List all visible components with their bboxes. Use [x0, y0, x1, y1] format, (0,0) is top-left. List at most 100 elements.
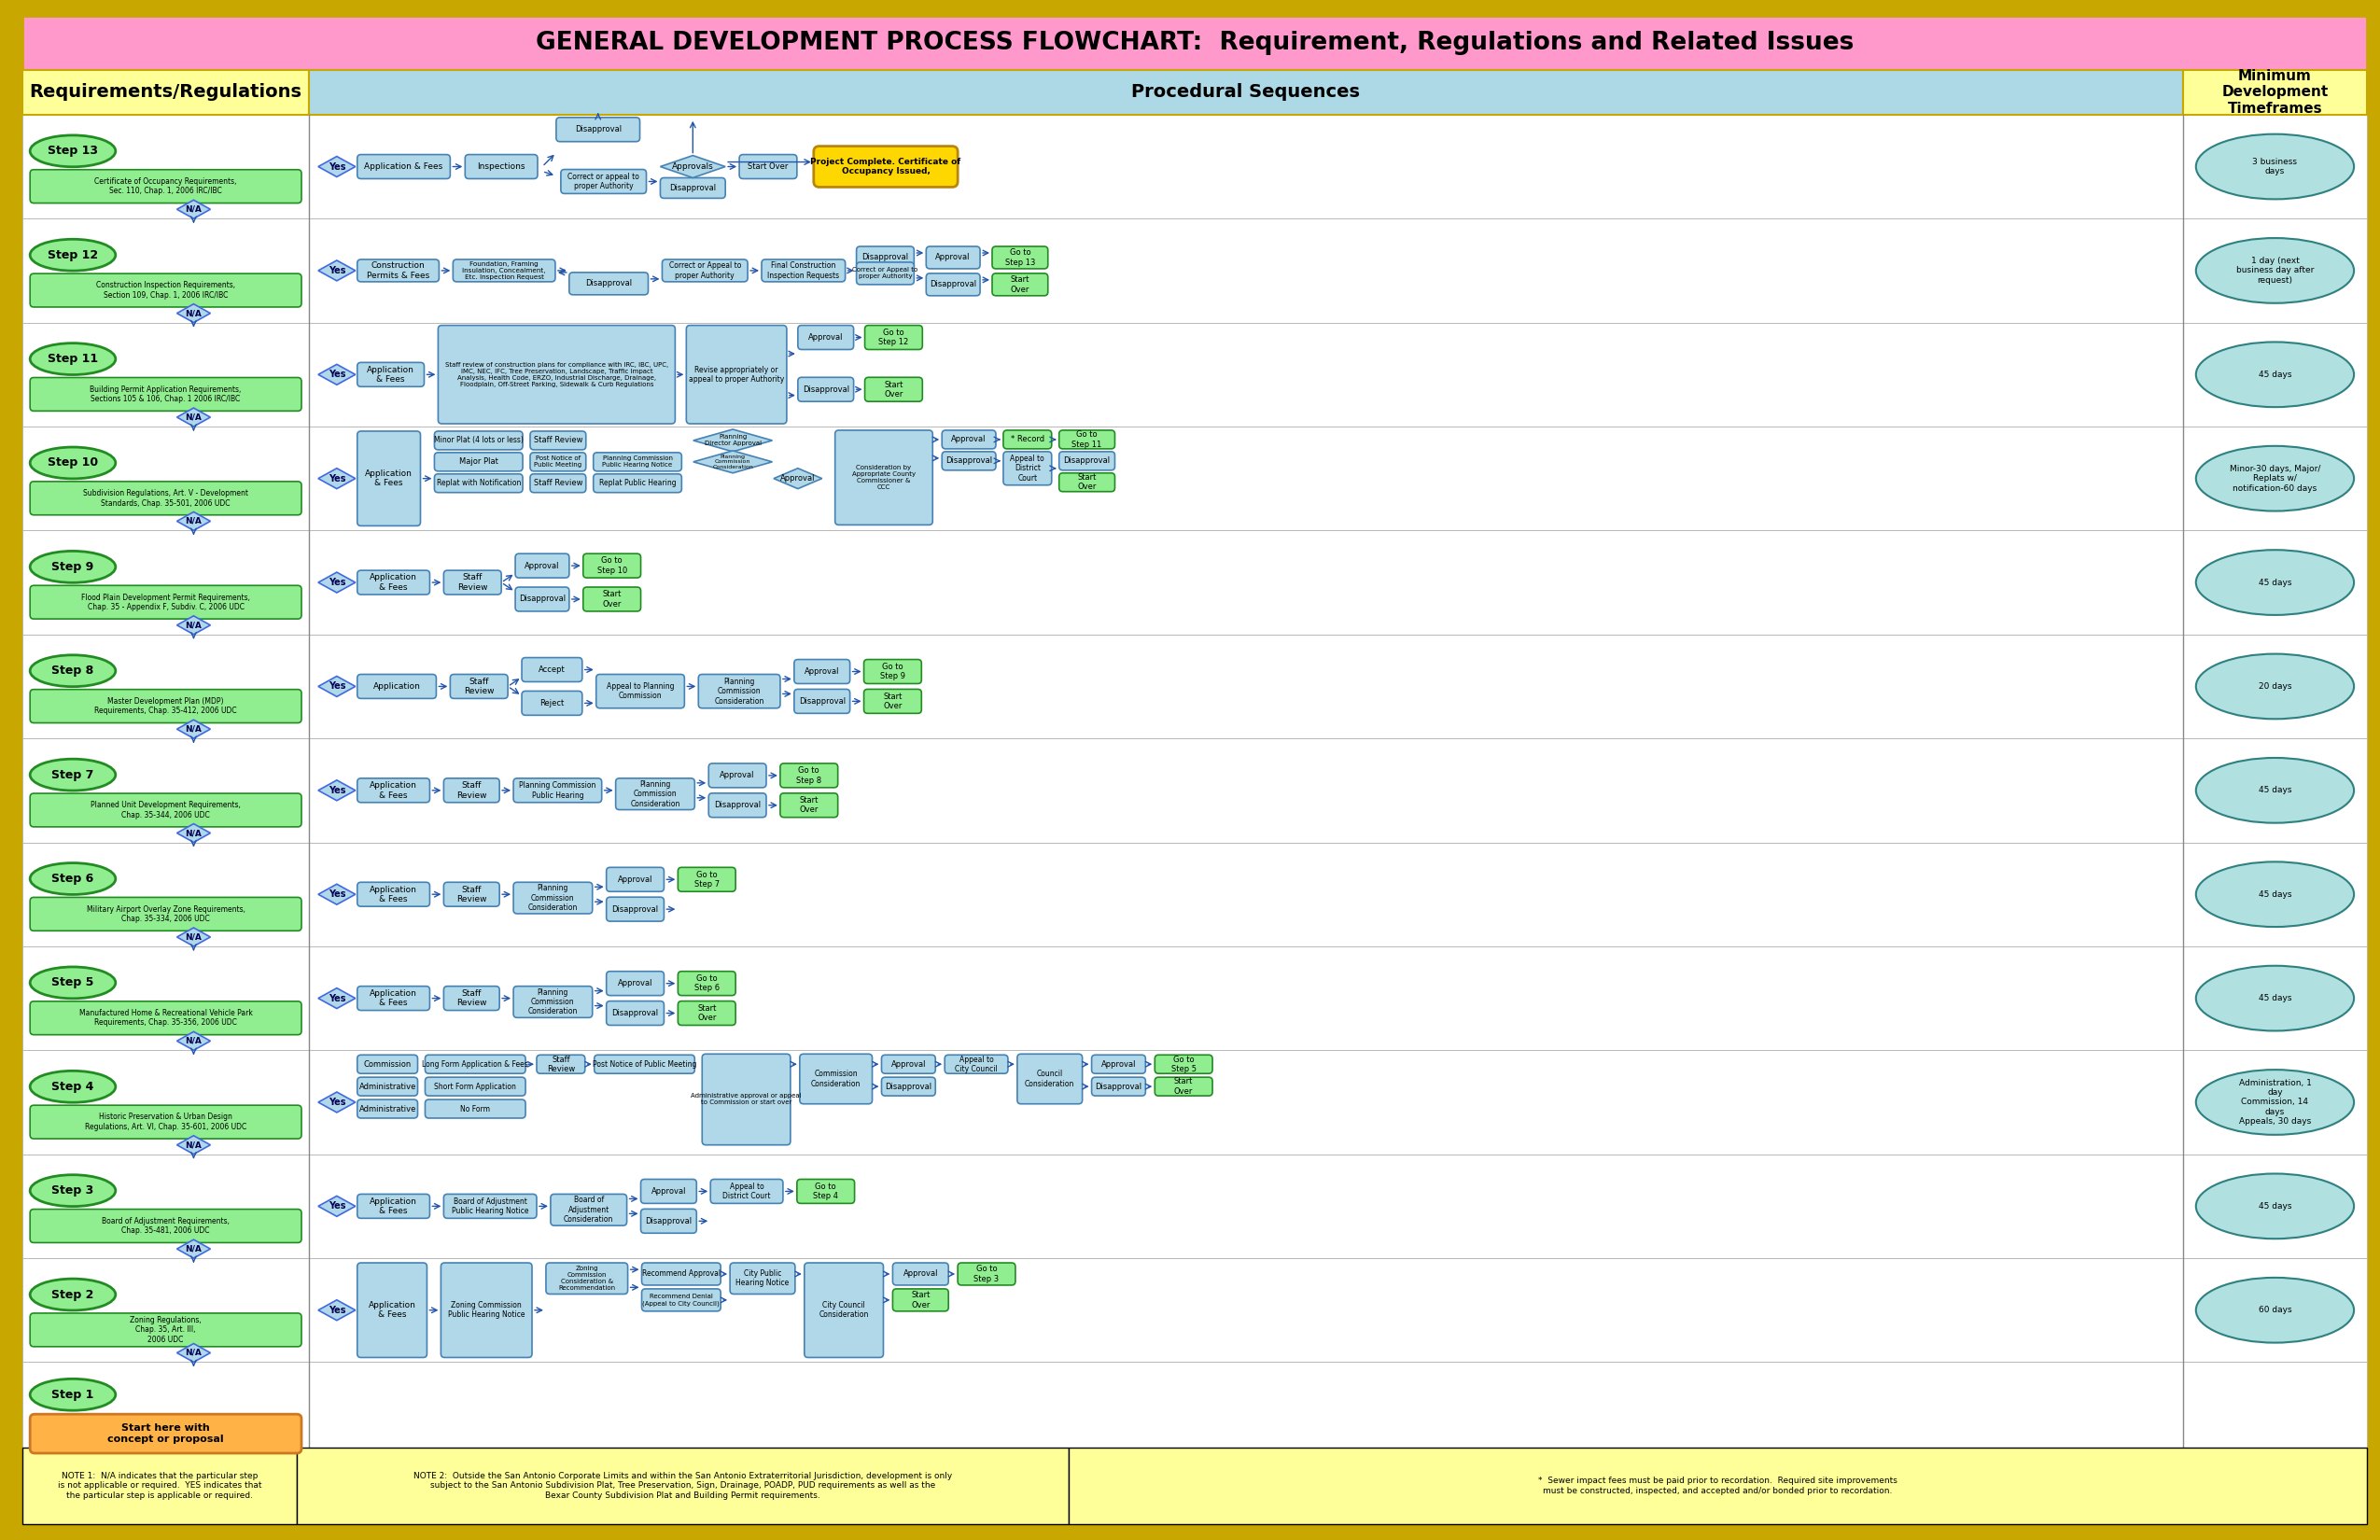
- FancyBboxPatch shape: [795, 659, 850, 684]
- FancyBboxPatch shape: [357, 1100, 416, 1118]
- Text: Step 3: Step 3: [52, 1184, 93, 1197]
- FancyBboxPatch shape: [678, 972, 735, 995]
- FancyBboxPatch shape: [426, 1100, 526, 1118]
- Text: Staff
Review: Staff Review: [457, 885, 488, 904]
- Text: City Council
Consideration: City Council Consideration: [819, 1301, 869, 1320]
- Polygon shape: [176, 1343, 209, 1363]
- FancyBboxPatch shape: [595, 1055, 695, 1073]
- Polygon shape: [319, 573, 355, 593]
- Text: Yes: Yes: [328, 162, 345, 171]
- Text: Requirements/Regulations: Requirements/Regulations: [29, 83, 302, 102]
- FancyBboxPatch shape: [740, 154, 797, 179]
- Text: N/A: N/A: [186, 829, 202, 838]
- Text: Accept: Accept: [538, 665, 566, 675]
- FancyBboxPatch shape: [21, 1448, 298, 1525]
- FancyBboxPatch shape: [2182, 1258, 2368, 1363]
- FancyBboxPatch shape: [21, 15, 2368, 1525]
- Text: Historic Preservation & Urban Design
Regulations, Art. VI, Chap. 35-601, 2006 UD: Historic Preservation & Urban Design Reg…: [86, 1113, 248, 1130]
- Text: Disapproval: Disapproval: [612, 1009, 659, 1018]
- Text: Application: Application: [374, 682, 421, 690]
- Text: Approvals: Approvals: [671, 162, 714, 171]
- FancyBboxPatch shape: [942, 430, 995, 448]
- Text: Application
& Fees: Application & Fees: [369, 1197, 416, 1215]
- Polygon shape: [176, 1240, 209, 1258]
- Text: Disapproval: Disapproval: [612, 906, 659, 913]
- Text: 1 day (next
business day after
request): 1 day (next business day after request): [2237, 257, 2313, 285]
- FancyBboxPatch shape: [814, 146, 957, 186]
- FancyBboxPatch shape: [864, 325, 923, 350]
- Text: Planning
Commission
Consideration: Planning Commission Consideration: [528, 884, 578, 912]
- Ellipse shape: [2197, 239, 2354, 303]
- FancyBboxPatch shape: [992, 274, 1047, 296]
- FancyBboxPatch shape: [702, 1053, 790, 1144]
- FancyBboxPatch shape: [797, 377, 854, 402]
- Text: Planned Unit Development Requirements,
Chap. 35-344, 2006 UDC: Planned Unit Development Requirements, C…: [90, 801, 240, 819]
- Text: Yes: Yes: [328, 1306, 345, 1315]
- FancyBboxPatch shape: [531, 431, 585, 450]
- Text: Disapproval: Disapproval: [669, 183, 716, 192]
- Polygon shape: [176, 408, 209, 427]
- FancyBboxPatch shape: [450, 675, 507, 699]
- Text: Reject: Reject: [540, 699, 564, 707]
- Ellipse shape: [31, 343, 117, 374]
- Text: Disapproval: Disapproval: [945, 457, 992, 465]
- FancyBboxPatch shape: [31, 898, 302, 930]
- Text: Start here with
concept or proposal: Start here with concept or proposal: [107, 1423, 224, 1445]
- Text: 20 days: 20 days: [2259, 682, 2292, 690]
- Polygon shape: [319, 468, 355, 488]
- Text: Long Form Application & Fees: Long Form Application & Fees: [421, 1060, 528, 1069]
- Text: 60 days: 60 days: [2259, 1306, 2292, 1314]
- Text: Final Construction
Inspection Requests: Final Construction Inspection Requests: [766, 262, 840, 280]
- Text: Correct or appeal to
proper Authority: Correct or appeal to proper Authority: [569, 172, 640, 191]
- Text: Staff
Review: Staff Review: [547, 1055, 576, 1073]
- Text: Procedural Sequences: Procedural Sequences: [1130, 83, 1361, 102]
- FancyBboxPatch shape: [640, 1180, 697, 1203]
- Text: Replat with Notification: Replat with Notification: [436, 479, 521, 488]
- Text: Planning Commission
Public Hearing Notice: Planning Commission Public Hearing Notic…: [602, 456, 674, 468]
- FancyBboxPatch shape: [881, 1055, 935, 1073]
- Ellipse shape: [2197, 758, 2354, 822]
- Text: 3 business
days: 3 business days: [2251, 157, 2297, 176]
- Text: Step 9: Step 9: [52, 561, 93, 573]
- FancyBboxPatch shape: [21, 427, 2182, 530]
- FancyBboxPatch shape: [697, 675, 781, 708]
- FancyBboxPatch shape: [31, 690, 302, 722]
- FancyBboxPatch shape: [514, 986, 593, 1018]
- Text: Disapproval: Disapproval: [802, 385, 850, 394]
- FancyBboxPatch shape: [357, 1055, 416, 1073]
- Ellipse shape: [2197, 447, 2354, 511]
- Text: Master Development Plan (MDP)
Requirements, Chap. 35-412, 2006 UDC: Master Development Plan (MDP) Requiremen…: [95, 698, 238, 715]
- Text: 45 days: 45 days: [2259, 787, 2292, 795]
- Text: Administrative: Administrative: [359, 1083, 416, 1090]
- Text: Go to
Step 10: Go to Step 10: [597, 556, 626, 574]
- FancyBboxPatch shape: [357, 882, 431, 907]
- Text: Application
& Fees: Application & Fees: [369, 885, 416, 904]
- FancyBboxPatch shape: [1004, 451, 1052, 485]
- FancyBboxPatch shape: [357, 1194, 431, 1218]
- FancyBboxPatch shape: [1092, 1076, 1145, 1096]
- FancyBboxPatch shape: [21, 1258, 2182, 1363]
- FancyBboxPatch shape: [21, 1363, 2182, 1448]
- Text: Minor Plat (4 lots or less): Minor Plat (4 lots or less): [433, 436, 524, 445]
- Text: Staff
Review: Staff Review: [464, 678, 495, 696]
- FancyBboxPatch shape: [945, 1055, 1009, 1073]
- FancyBboxPatch shape: [797, 1180, 854, 1203]
- Text: Start
Over: Start Over: [912, 1291, 931, 1309]
- Text: 45 days: 45 days: [2259, 890, 2292, 898]
- FancyBboxPatch shape: [545, 1263, 628, 1294]
- Ellipse shape: [2197, 1070, 2354, 1135]
- FancyBboxPatch shape: [31, 169, 302, 203]
- Text: NOTE 2:  Outside the San Antonio Corporate Limits and within the San Antonio Ext: NOTE 2: Outside the San Antonio Corporat…: [414, 1472, 952, 1500]
- Text: Planning
Commission
Consideration: Planning Commission Consideration: [712, 454, 752, 470]
- FancyBboxPatch shape: [864, 659, 921, 684]
- FancyBboxPatch shape: [440, 1263, 533, 1357]
- Text: Council
Consideration: Council Consideration: [1026, 1070, 1076, 1087]
- Text: Step 6: Step 6: [52, 873, 93, 886]
- Text: Appeal to
District Court: Appeal to District Court: [724, 1183, 771, 1200]
- Text: 45 days: 45 days: [2259, 370, 2292, 379]
- Text: Disapproval: Disapproval: [574, 125, 621, 134]
- Ellipse shape: [31, 1175, 117, 1206]
- FancyBboxPatch shape: [659, 177, 726, 199]
- Text: Yes: Yes: [328, 785, 345, 795]
- FancyBboxPatch shape: [1059, 473, 1114, 491]
